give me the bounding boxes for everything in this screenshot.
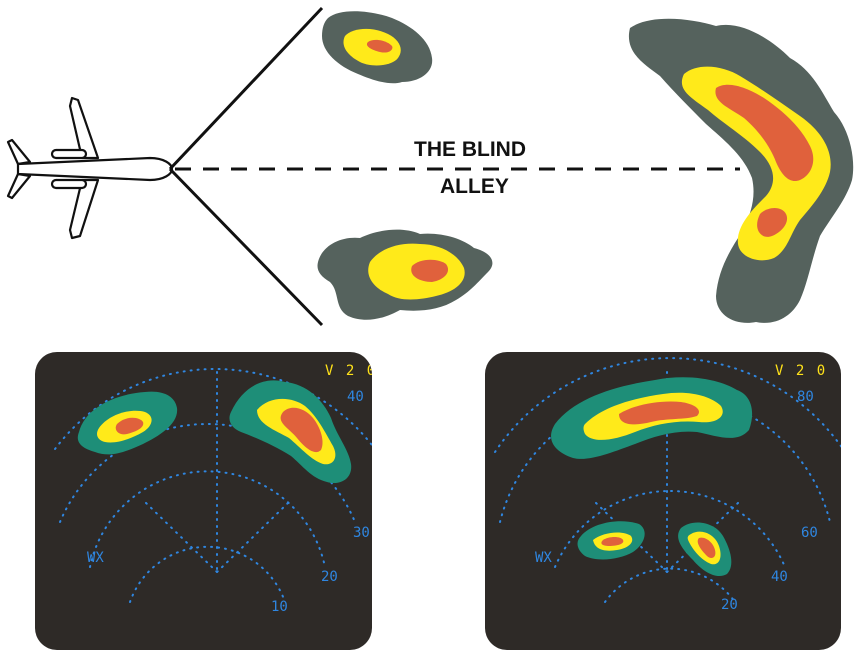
range-label-10: 10 [271, 599, 288, 615]
storm-cell-large [628, 18, 854, 323]
diagram-title-line1: THE BLIND [412, 138, 528, 161]
radar-scope-right [494, 357, 841, 603]
range-rings-left [54, 368, 372, 603]
range-label-30: 30 [353, 525, 370, 541]
storm-cell-lower [317, 229, 493, 320]
mode-indicator: V 2 0 [775, 363, 828, 379]
weather-return-small-right [678, 522, 732, 577]
range-label-80: 80 [797, 389, 814, 405]
diagram-title-line2: ALLEY [438, 175, 511, 198]
range-label-20: 20 [321, 569, 338, 585]
range-label-40: 40 [771, 569, 788, 585]
wx-indicator: WX [535, 550, 552, 566]
radar-scope-left [54, 368, 372, 603]
wx-indicator: WX [87, 550, 104, 566]
weather-return-line [551, 377, 753, 459]
scan-line-upper [168, 6, 324, 171]
range-label-40: 40 [347, 389, 364, 405]
range-label-20: 20 [721, 597, 738, 613]
mode-indicator: V 2 0 [325, 363, 372, 379]
airplane-icon [6, 96, 174, 240]
scan-line-lower [168, 167, 324, 327]
radar-display-left: V 2 0 40 30 20 10 WX [35, 352, 372, 650]
weather-return-left [77, 391, 178, 455]
range-label-60: 60 [801, 525, 818, 541]
weather-return-small-left [577, 521, 645, 560]
top-illustration [6, 6, 854, 327]
storm-cell-upper [322, 11, 433, 84]
weather-return-right [229, 380, 352, 484]
radar-display-right: V 2 0 80 60 40 20 WX [485, 352, 841, 650]
